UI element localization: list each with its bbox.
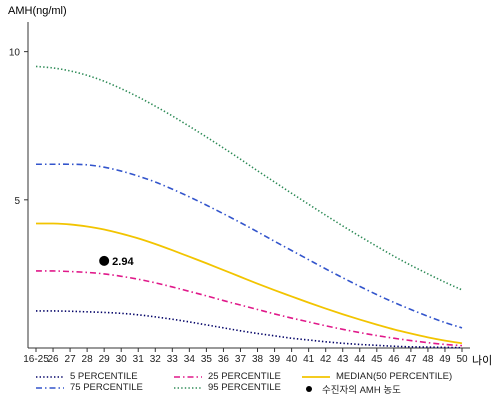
y-ticks: 5 10 xyxy=(9,48,28,207)
series-lines xyxy=(35,65,463,349)
series-line-4 xyxy=(35,65,463,291)
legend-swatch xyxy=(302,375,330,378)
x-tick-label: 27 xyxy=(65,354,77,365)
legend-label: MEDIAN(50 PERCENTILE) xyxy=(336,371,453,382)
legend-point-marker xyxy=(306,386,312,392)
legend-swatch xyxy=(174,375,202,378)
x-tick-label: 39 xyxy=(269,354,281,365)
x-tick-label: 45 xyxy=(371,354,383,365)
legend-item-1: 25 PERCENTILE xyxy=(174,371,281,382)
x-tick-label: 26 xyxy=(47,354,59,365)
legend-label: 95 PERCENTILE xyxy=(208,382,281,393)
x-tick-label: 33 xyxy=(167,354,179,365)
legend-label: 25 PERCENTILE xyxy=(208,371,281,382)
patient-amh-point xyxy=(99,255,110,266)
legend-label: 75 PERCENTILE xyxy=(70,382,143,393)
x-tick-label: 28 xyxy=(82,354,94,365)
x-tick-label: 36 xyxy=(218,354,230,365)
legend-swatch xyxy=(174,386,202,389)
x-tick-label: 42 xyxy=(320,354,332,365)
x-tick-label: 40 xyxy=(286,354,298,365)
y-tick-label: 5 xyxy=(14,196,20,207)
series-line-3 xyxy=(36,163,463,329)
legend-swatch xyxy=(36,375,64,378)
x-tick-label: 32 xyxy=(150,354,162,365)
y-tick-label: 10 xyxy=(9,48,21,59)
x-tick-label: 49 xyxy=(439,354,451,365)
y-axis-label: AMH(ng/ml) xyxy=(8,5,67,17)
x-axis-label: 나이 xyxy=(472,354,492,367)
legend-item-point: 수진자의 AMH 농도 xyxy=(302,382,401,396)
legend-item-4: 95 PERCENTILE xyxy=(174,382,281,393)
x-tick-label: 29 xyxy=(99,354,111,365)
x-tick-label: 16-25 xyxy=(23,354,49,365)
series-line-1 xyxy=(35,270,463,347)
legend-item-2: MEDIAN(50 PERCENTILE) xyxy=(302,371,452,382)
series-line-0 xyxy=(35,310,463,349)
x-tick-label: 41 xyxy=(303,354,315,365)
legend-item-3: 75 PERCENTILE xyxy=(36,382,143,393)
x-tick-label: 48 xyxy=(422,354,434,365)
x-tick-label: 44 xyxy=(354,354,366,365)
x-tick-label: 46 xyxy=(388,354,400,365)
legend-label: 5 PERCENTILE xyxy=(70,371,138,382)
x-tick-label: 34 xyxy=(184,354,196,365)
patient-amh-value-label: 2.94 xyxy=(112,256,134,268)
legend-item-0: 5 PERCENTILE xyxy=(36,371,138,382)
data-points: 2.94 xyxy=(99,255,134,268)
legend-label: 수진자의 AMH 농도 xyxy=(322,385,401,396)
x-tick-label: 30 xyxy=(116,354,128,365)
x-tick-label: 37 xyxy=(235,354,247,365)
x-tick-label: 50 xyxy=(456,354,468,365)
legend-swatch xyxy=(36,386,64,389)
series-line-2 xyxy=(35,222,463,345)
x-tick-label: 35 xyxy=(201,354,213,365)
x-tick-label: 47 xyxy=(405,354,417,365)
x-tick-label: 43 xyxy=(337,354,349,365)
x-tick-label: 31 xyxy=(133,354,145,365)
x-tick-label: 38 xyxy=(252,354,264,365)
